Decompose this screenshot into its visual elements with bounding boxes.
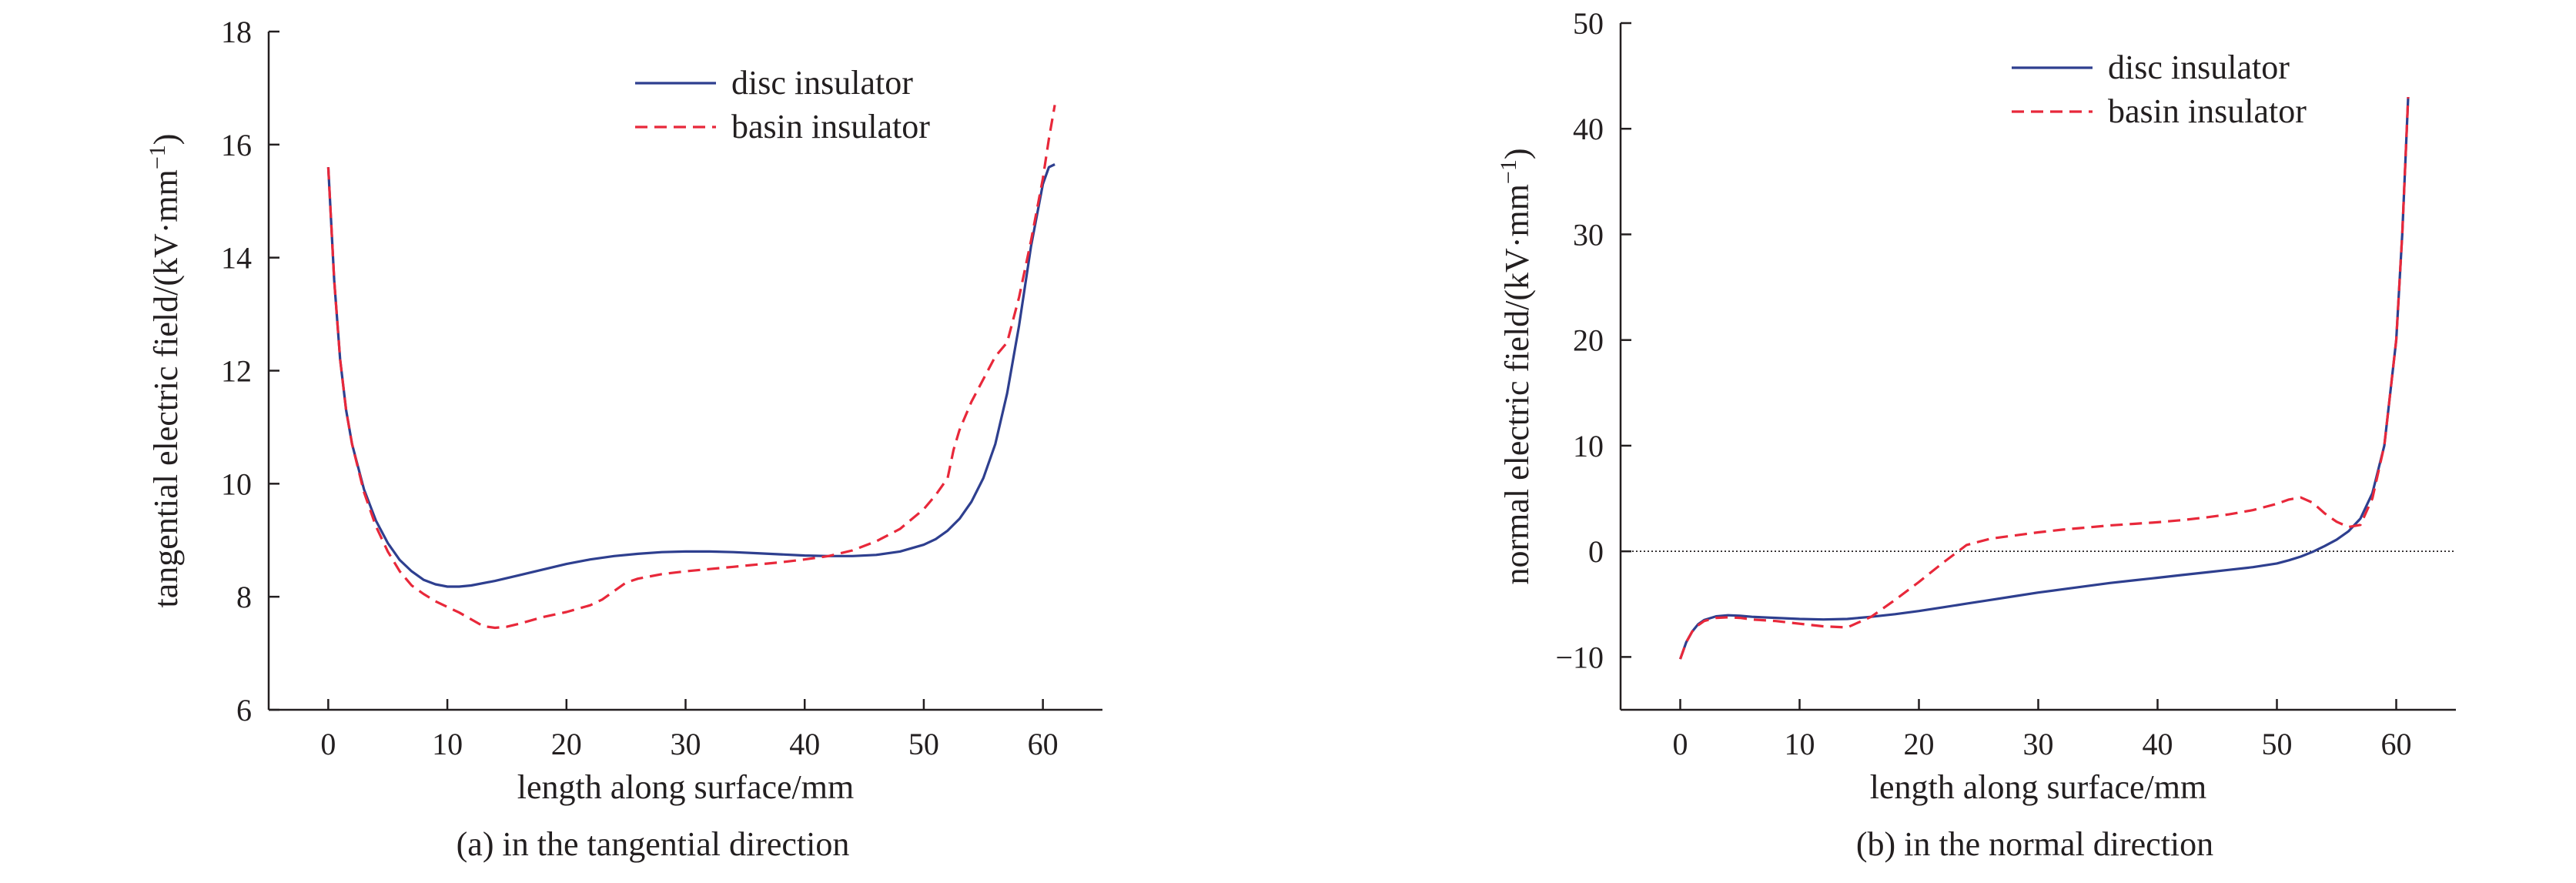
x-tick-label: 30 [671, 727, 701, 761]
y-tick-label: 14 [221, 241, 252, 276]
legend: disc insulator basin insulator [2012, 48, 2307, 130]
y-tick-label: 18 [221, 15, 252, 49]
x-tick-label: 30 [2023, 727, 2054, 761]
x-tick-label: 40 [2143, 727, 2173, 761]
y-tick-label: 6 [236, 693, 252, 727]
y-axis-title: tangential electric field/(kV·mm−1) [145, 134, 185, 608]
series-line-disc-insulator [1678, 97, 2410, 660]
x-tick-label: 40 [789, 727, 820, 761]
x-tick-label: 60 [2381, 727, 2412, 761]
legend-label-basin-insulator: basin insulator [2108, 92, 2307, 130]
y-axis-title-main: tangential electric field/(kV·mm [147, 169, 185, 607]
series-line-basin-insulator [1678, 97, 2410, 660]
chart-caption: (a) in the tangential direction [457, 825, 850, 863]
x-tick-label: 10 [1785, 727, 1815, 761]
series-line-disc-insulator [326, 163, 1055, 588]
x-tick-label: 50 [2262, 727, 2293, 761]
x-tick-label: 0 [1673, 727, 1688, 761]
legend: disc insulator basin insulator [635, 64, 930, 145]
y-axis-title-main: normal electric field/(kV·mm [1498, 184, 1536, 584]
y-tick-label: 30 [1573, 217, 1604, 252]
chart-tangential: 6 8 10 12 14 16 18 0 10 20 30 40 50 60 disc insulator b… [145, 15, 1102, 863]
y-tick-label: 0 [1588, 534, 1604, 569]
x-tick-label: 0 [320, 727, 336, 761]
chart-caption: (b) in the normal direction [1856, 825, 2213, 863]
x-tick-label: 20 [1904, 727, 1935, 761]
series-line-basin-insulator [326, 105, 1056, 630]
x-tick-label: 50 [908, 727, 939, 761]
y-tick-label: 16 [221, 128, 252, 162]
y-axis-title-close: ) [147, 134, 185, 145]
x-axis-title: length along surface/mm [1870, 768, 2206, 806]
x-tick-label: 60 [1028, 727, 1059, 761]
y-tick-label: −10 [1555, 640, 1604, 674]
y-axis-title: normal electric field/(kV·mm−1) [1496, 148, 1536, 584]
y-tick-label: 20 [1573, 323, 1604, 358]
x-axis-title: length along surface/mm [517, 768, 854, 806]
chart-normal: −10 0 10 20 30 40 50 0 10 20 30 40 50 60 disc insulato… [1496, 6, 2456, 863]
legend-label-basin-insulator: basin insulator [731, 108, 930, 145]
x-tick-label: 10 [432, 727, 463, 761]
y-axis-title-superscript: −1 [1496, 159, 1521, 184]
y-tick-label: 8 [236, 580, 252, 614]
y-tick-label: 50 [1573, 6, 1604, 41]
y-tick-label: 10 [1573, 429, 1604, 463]
y-axis-title-superscript: −1 [145, 145, 170, 169]
y-axis-title-close: ) [1498, 148, 1536, 159]
y-tick-label: 40 [1573, 112, 1604, 146]
y-tick-label: 10 [221, 467, 252, 501]
legend-label-disc-insulator: disc insulator [2108, 48, 2290, 86]
y-tick-label: 12 [221, 354, 252, 389]
x-tick-label: 20 [551, 727, 582, 761]
legend-label-disc-insulator: disc insulator [731, 64, 913, 102]
